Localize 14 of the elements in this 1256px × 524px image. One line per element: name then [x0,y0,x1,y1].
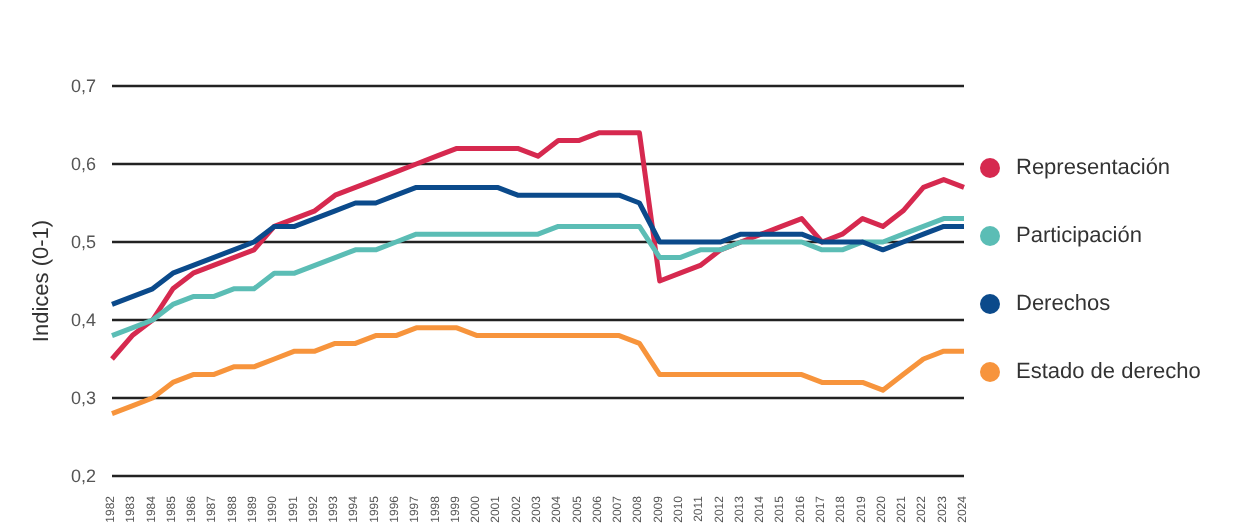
legend-label: Estado de derecho [1016,360,1201,384]
line-series [109,216,967,339]
legend-label: Derechos [1016,292,1111,316]
y-tick-label: 0,6 [70,154,96,175]
y-tick-label: 0,4 [70,310,96,331]
legend-label: Participación [1016,224,1142,248]
y-tick-label: 0,7 [70,76,96,97]
y-tick-label: 0,5 [70,232,96,253]
legend-label: Representación [1016,156,1171,180]
y-tick-label: 0,2 [70,466,96,487]
y-axis-title: Indices (0-1) [29,219,54,343]
line-series [109,184,967,307]
y-tick-label: 0,3 [70,388,96,409]
line-series [109,325,967,417]
